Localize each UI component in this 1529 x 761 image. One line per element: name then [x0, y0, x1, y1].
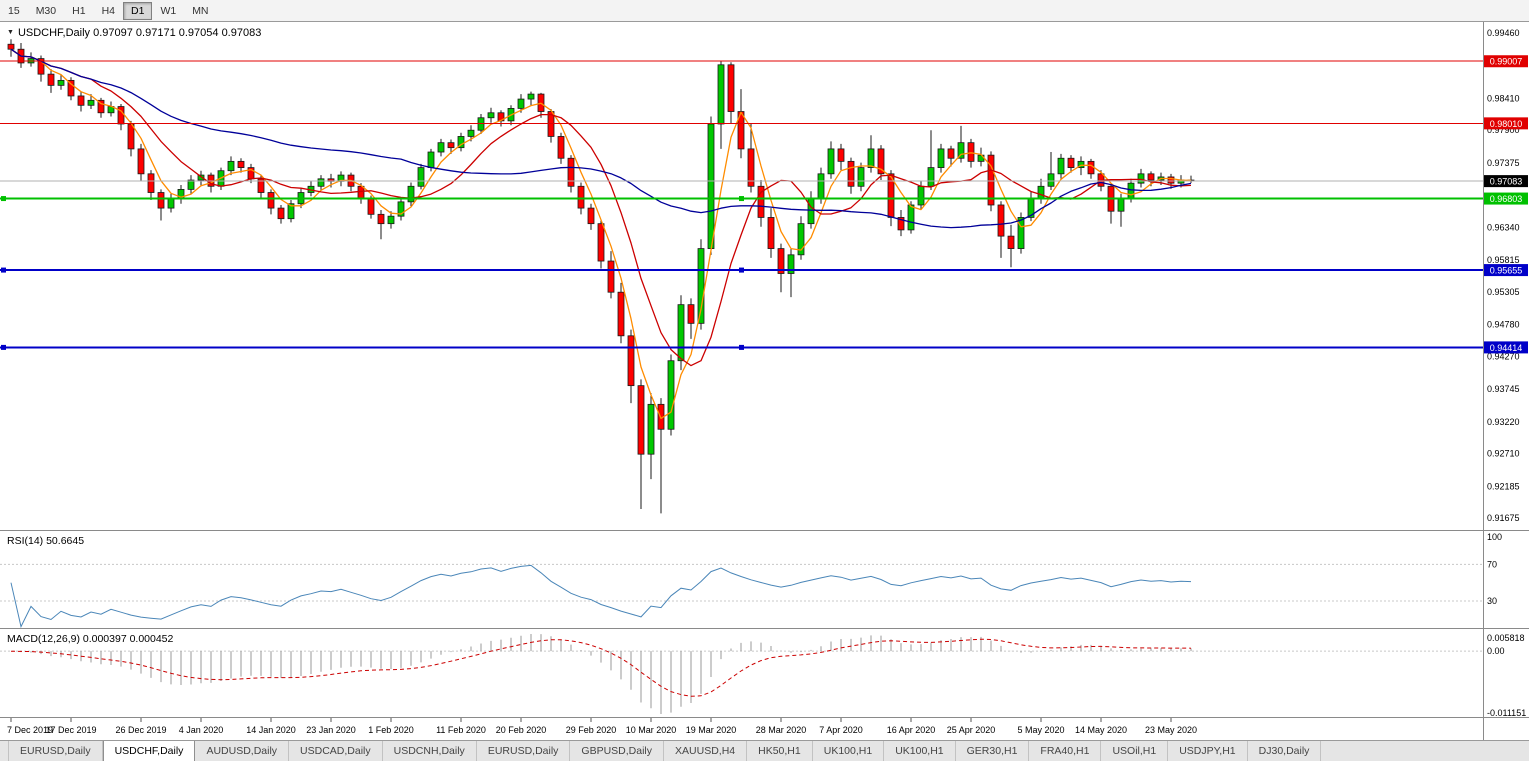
chart-canvas[interactable]: 0.99460 0.98410 0.97900 0.97375 0.96340 0.958…	[0, 22, 1529, 740]
line-handle	[1, 196, 6, 202]
svg-text:29 Feb 2020: 29 Feb 2020	[566, 725, 617, 735]
line-handle	[739, 344, 744, 350]
timeframe-button-15[interactable]: 15	[0, 2, 28, 20]
timeframe-button-W1[interactable]: W1	[152, 2, 184, 20]
macd-signal-line	[10, 638, 1192, 697]
price-tag	[1484, 175, 1528, 188]
price-axis: 0.99460 0.98410 0.97900 0.97375 0.96340 0.958…	[1487, 28, 1520, 523]
svg-text:20 Feb 2020: 20 Feb 2020	[496, 725, 547, 735]
svg-text:0.95655: 0.95655	[1490, 266, 1523, 276]
rsi-axis: 100 70 30	[1487, 532, 1502, 606]
timeframe-button-MN[interactable]: MN	[184, 2, 216, 20]
chart-title: ▼ USDCHF,Daily 0.97097 0.97171 0.97054 0.…	[7, 27, 261, 39]
svg-text:28 Mar 2020: 28 Mar 2020	[756, 725, 807, 735]
line-handle	[739, 196, 744, 202]
svg-text:19 Mar 2020: 19 Mar 2020	[686, 725, 737, 735]
svg-text:0.99460: 0.99460	[1487, 28, 1520, 38]
chart-tab-usdchf-daily[interactable]: USDCHF,Daily	[102, 741, 196, 761]
chart-tab-eurusd-daily[interactable]: EURUSD,Daily	[476, 741, 571, 761]
svg-text:-0.011151: -0.011151	[1487, 708, 1526, 718]
price-tag	[1484, 55, 1528, 68]
rsi-line	[10, 564, 1192, 629]
svg-text:0.98010: 0.98010	[1490, 119, 1523, 129]
svg-text:0.99007: 0.99007	[1490, 57, 1523, 67]
chart-title-text: USDCHF,Daily 0.97097 0.97171 0.97054 0.9…	[17, 27, 262, 39]
chart-tab-hk50-h1[interactable]: HK50,H1	[747, 741, 813, 761]
timeframe-button-D1[interactable]: D1	[123, 1, 153, 20]
price-tag	[1484, 117, 1528, 130]
svg-text:0.94414: 0.94414	[1490, 343, 1523, 353]
chart-tab-uk100-h1[interactable]: UK100,H1	[812, 741, 885, 761]
svg-text:0.98410: 0.98410	[1487, 93, 1520, 103]
svg-text:0.94270: 0.94270	[1487, 351, 1520, 361]
chart-tab-eurusd-daily[interactable]: EURUSD,Daily	[8, 741, 103, 761]
svg-text:0.92185: 0.92185	[1487, 481, 1520, 491]
svg-text:0.97375: 0.97375	[1487, 158, 1520, 168]
timeframe-toolbar: 15 M30 H1 H4 D1 W1 MN	[0, 0, 1529, 22]
svg-text:0.93745: 0.93745	[1487, 384, 1520, 394]
rsi-label: RSI(14) 50.6645	[7, 535, 85, 547]
svg-text:0.97900: 0.97900	[1487, 125, 1520, 135]
chart-tab-fra40-h1[interactable]: FRA40,H1	[1029, 741, 1102, 761]
svg-text:23 May 2020: 23 May 2020	[1145, 725, 1197, 735]
price-tag	[1484, 341, 1528, 354]
svg-text:0.92710: 0.92710	[1487, 449, 1520, 459]
moving-average-line	[10, 48, 1192, 420]
svg-text:0.96803: 0.96803	[1490, 194, 1523, 204]
chart-tab-ger30-h1[interactable]: GER30,H1	[955, 741, 1030, 761]
chart-tab-usdcnh-daily[interactable]: USDCNH,Daily	[382, 741, 477, 761]
svg-text:14 Jan 2020: 14 Jan 2020	[246, 725, 296, 735]
svg-text:26 Dec 2019: 26 Dec 2019	[115, 725, 166, 735]
svg-text:0.95815: 0.95815	[1487, 255, 1520, 265]
chart-tab-dj30-daily[interactable]: DJ30,Daily	[1247, 741, 1322, 761]
svg-text:23 Jan 2020: 23 Jan 2020	[306, 725, 356, 735]
svg-text:0.95305: 0.95305	[1487, 287, 1520, 297]
svg-text:14 May 2020: 14 May 2020	[1075, 725, 1127, 735]
line-handle	[1, 344, 6, 350]
svg-text:11 Feb 2020: 11 Feb 2020	[436, 725, 486, 735]
chart-tab-uk100-h1[interactable]: UK100,H1	[884, 741, 956, 761]
svg-text:0.94780: 0.94780	[1487, 320, 1520, 330]
svg-text:10 Mar 2020: 10 Mar 2020	[626, 725, 677, 735]
svg-text:0.00: 0.00	[1487, 646, 1505, 656]
chart-tab-usoil-h1[interactable]: USOil,H1	[1101, 741, 1169, 761]
chart-tab-usdjpy-h1[interactable]: USDJPY,H1	[1168, 741, 1248, 761]
price-tag	[1484, 264, 1528, 277]
chart-tab-usdcad-daily[interactable]: USDCAD,Daily	[289, 741, 383, 761]
svg-text:0.93220: 0.93220	[1487, 417, 1520, 427]
svg-text:16 Apr 2020: 16 Apr 2020	[887, 725, 936, 735]
svg-text:100: 100	[1487, 532, 1502, 542]
chart-tab-audusd-daily[interactable]: AUDUSD,Daily	[195, 741, 290, 761]
chart-tab-gbpusd-daily[interactable]: GBPUSD,Daily	[570, 741, 665, 761]
chart-marker-icon: ▼	[7, 29, 14, 36]
chart-tab-xauusd-h4[interactable]: XAUUSD,H4	[664, 741, 748, 761]
line-handle	[739, 267, 744, 273]
svg-text:0.91675: 0.91675	[1487, 513, 1520, 523]
macd-histogram	[20, 634, 1192, 714]
timeframe-button-H4[interactable]: H4	[94, 2, 123, 20]
svg-text:4 Jan 2020: 4 Jan 2020	[179, 725, 224, 735]
svg-text:17 Dec 2019: 17 Dec 2019	[45, 725, 96, 735]
svg-text:7 Dec 2019: 7 Dec 2019	[7, 725, 53, 735]
macd-label: MACD(12,26,9) 0.000397 0.000452	[7, 633, 174, 645]
svg-text:25 Apr 2020: 25 Apr 2020	[947, 725, 996, 735]
timeframe-button-M30[interactable]: M30	[28, 2, 64, 20]
svg-text:7 Apr 2020: 7 Apr 2020	[819, 725, 863, 735]
timeframe-button-H1[interactable]: H1	[64, 2, 93, 20]
macd-axis: 0.005818 0.00 -0.011151	[1487, 633, 1526, 718]
svg-text:0.97083: 0.97083	[1490, 177, 1523, 187]
svg-text:0.96340: 0.96340	[1487, 222, 1520, 232]
svg-text:5 May 2020: 5 May 2020	[1017, 725, 1064, 735]
chart-tab-bar: EURUSD,Daily USDCHF,Daily AUDUSD,Daily USDC…	[0, 740, 1529, 761]
svg-text:1 Feb 2020: 1 Feb 2020	[368, 725, 414, 735]
horizontal-lines-layer: 0.99007 0.98010 0.97083 0.96803 0.95655 0.944…	[0, 55, 1528, 354]
svg-text:70: 70	[1487, 559, 1497, 569]
price-tag	[1484, 192, 1528, 205]
line-handle	[1, 267, 6, 273]
svg-text:0.005818: 0.005818	[1487, 633, 1525, 643]
svg-text:30: 30	[1487, 596, 1497, 606]
moving-average-line	[10, 48, 1192, 229]
